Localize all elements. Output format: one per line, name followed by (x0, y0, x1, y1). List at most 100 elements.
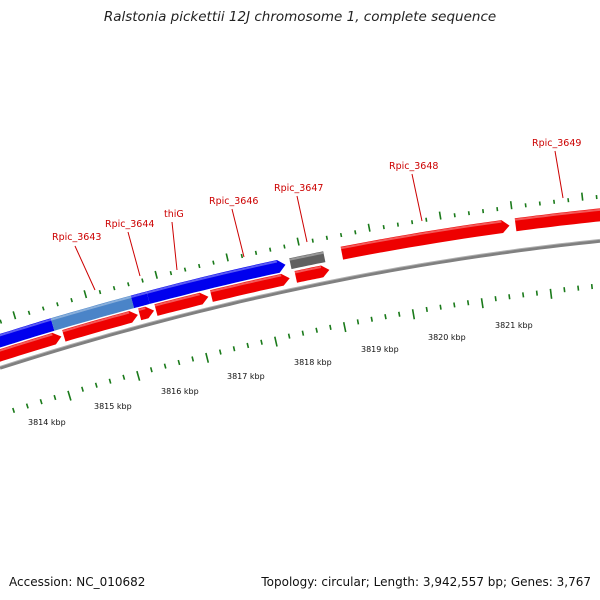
gene-label-0: Rpic_3643 (52, 232, 101, 243)
inner-tick (232, 346, 236, 352)
cds-reverse-6 (294, 265, 330, 283)
scale-label-7: 3821 kbp (495, 321, 533, 330)
inner-tick (301, 330, 305, 336)
outer-tick (367, 223, 371, 232)
outer-tick (482, 209, 485, 214)
accession-text: Accession: NC_010682 (9, 575, 146, 589)
cds-forward-rpic-3646 (146, 260, 286, 304)
gene-label-1: Rpic_3644 (105, 219, 154, 230)
inner-tick (177, 359, 181, 366)
cds-reverse-2 (62, 311, 138, 342)
scale-label-4: 3818 kbp (294, 358, 332, 367)
outer-tick (212, 260, 215, 265)
outer-tick (453, 213, 456, 218)
cds-forward-rpic-3644-shine (50, 296, 131, 321)
cds-reverse-5 (210, 273, 290, 302)
feature-rpic-3647 (289, 251, 326, 270)
outer-tick (154, 270, 158, 279)
scale-label-1: 3815 kbp (94, 402, 132, 411)
gene-leader-line-1 (127, 231, 141, 277)
gene-label-2: thiG (164, 209, 184, 220)
backbone-ring (0, 239, 600, 370)
cds-reverse-5-shine (209, 274, 282, 293)
inner-tick (453, 302, 456, 308)
inner-tick (149, 367, 153, 373)
inner-tick (549, 288, 553, 299)
outer-tick (83, 290, 88, 299)
inner-tick (577, 285, 580, 291)
feature-rpic-3647-shine (288, 251, 324, 261)
outer-tick (98, 289, 102, 295)
gene-label-5: Rpic_3648 (389, 161, 438, 172)
inner-tick (356, 319, 360, 325)
inner-tick (260, 339, 263, 345)
inner-tick (205, 352, 210, 363)
outer-tick (283, 244, 286, 249)
inner-tick (108, 378, 112, 384)
outer-tick (524, 203, 527, 208)
inner-tick (590, 284, 593, 290)
cds-forward-thig (130, 291, 150, 309)
inner-tick (480, 298, 484, 309)
outer-tick (41, 306, 45, 311)
inner-tick (191, 356, 195, 362)
scale-label-5: 3819 kbp (361, 345, 399, 354)
cds-forward-rpic-3646-shine (146, 260, 278, 294)
inner-tick (439, 304, 442, 310)
inner-tick (411, 309, 416, 320)
inner-tick (563, 287, 566, 293)
outer-tick (112, 285, 116, 291)
inner-tick (522, 292, 525, 298)
inner-tick (136, 370, 141, 381)
inner-tick (25, 403, 29, 409)
outer-tick (325, 235, 329, 240)
cds-forward-thig-shine (130, 291, 147, 299)
outer-tick (169, 271, 173, 276)
outer-tick (56, 302, 59, 307)
outer-tick (538, 201, 541, 206)
outer-tick (311, 238, 314, 243)
outer-tick (382, 224, 385, 230)
outer-tick (509, 201, 513, 210)
inner-tick (163, 363, 167, 369)
inner-tick (12, 407, 16, 414)
cds-forward-rpic-3643-shine (0, 318, 51, 337)
inner-tick (425, 306, 428, 313)
gene-label-4: Rpic_3647 (274, 183, 323, 194)
outer-tick (183, 267, 187, 272)
cds-reverse-4 (154, 292, 209, 316)
inner-tick (287, 333, 291, 339)
inner-tick (218, 349, 222, 355)
outer-tick (269, 247, 272, 252)
gene-leader-line-3 (231, 208, 245, 258)
outer-tick (411, 220, 414, 225)
scale-label-0: 3814 kbp (28, 418, 66, 427)
gene-leader-line-6 (554, 150, 564, 199)
cds-reverse-1-shine (0, 333, 53, 352)
inner-tick (535, 290, 538, 296)
inner-tick (329, 324, 332, 330)
scale-label-2: 3816 kbp (161, 387, 199, 396)
scale-label-6: 3820 kbp (428, 333, 466, 342)
gene-leader-line-2 (171, 221, 178, 271)
cds-reverse-2-shine (61, 311, 130, 333)
inner-tick (384, 314, 387, 320)
gene-leader-line-4 (296, 195, 308, 243)
outer-tick (0, 319, 3, 324)
outer-tick (225, 253, 229, 262)
outer-tick (339, 232, 343, 238)
outer-tick (438, 211, 442, 220)
inner-tick (39, 399, 43, 405)
genome-summary-text: Topology: circular; Length: 3,942,557 bp… (261, 575, 591, 589)
gene-leader-line-5 (411, 173, 423, 222)
inner-tick (246, 342, 250, 349)
outer-tick (396, 222, 399, 227)
outer-tick (12, 311, 17, 320)
cds-reverse-4-shine (154, 293, 200, 307)
outer-tick (581, 192, 584, 201)
cds-reverse-3 (138, 306, 155, 321)
inner-tick (370, 316, 373, 322)
gene-label-6: Rpic_3649 (532, 138, 581, 149)
cds-rpic-3649 (514, 208, 600, 232)
